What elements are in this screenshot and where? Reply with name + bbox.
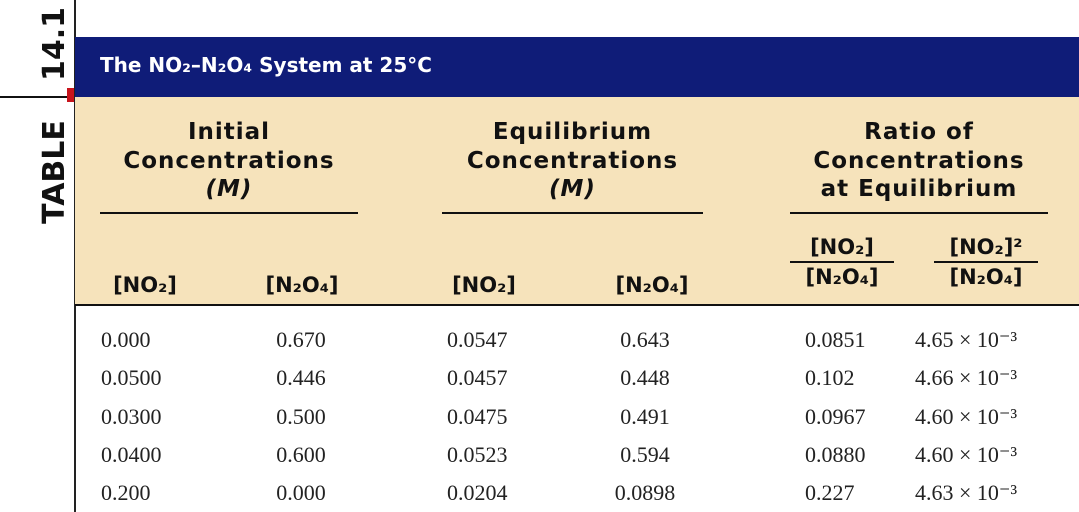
- table-cell: 0.600: [276, 442, 326, 467]
- table-cell: 0.670: [276, 327, 326, 352]
- table-cell: 0.0475: [447, 404, 508, 429]
- table-cell: 0.0851: [805, 327, 866, 352]
- table-cell: 0.500: [276, 404, 326, 429]
- group-header-line: Concentrations: [813, 147, 1025, 174]
- ratio-numerator: [NO₂]: [810, 235, 874, 259]
- table-cell: 0.0547: [447, 327, 508, 352]
- group-underline: [100, 212, 358, 214]
- table-cell: 0.446: [276, 365, 326, 390]
- group-header-line: Concentrations: [123, 147, 335, 174]
- table-cell: 0.0523: [447, 442, 508, 467]
- table-cell: 4.66 × 10⁻³: [915, 365, 1018, 390]
- ratio-numerator: [NO₂]²: [949, 235, 1023, 259]
- group-underline: [790, 212, 1048, 214]
- column-header: [N₂O₄]: [615, 273, 689, 297]
- column-header: [N₂O₄]: [265, 273, 339, 297]
- column-header: [NO₂]: [113, 273, 177, 297]
- table-cell: 0.0204: [447, 480, 508, 505]
- table-cell: 0.491: [620, 404, 670, 429]
- fraction-bar: [934, 261, 1038, 263]
- table-cell: 0.000: [276, 480, 326, 505]
- table-cell: 0.000: [101, 327, 151, 352]
- divider: [0, 96, 75, 98]
- fraction-bar: [790, 261, 894, 263]
- side-label-number: 14.1: [37, 6, 72, 82]
- table-title: The NO₂–N₂O₄ System at 25°C: [100, 53, 432, 77]
- group-header-line: Ratio of: [864, 119, 974, 145]
- table-cell: 0.102: [805, 365, 855, 390]
- ratio-denominator: [N₂O₄]: [805, 264, 879, 289]
- group-header-line: (M): [549, 176, 596, 202]
- group-header: Ratio of Concentrations at Equilibrium: [790, 118, 1048, 204]
- group-header-line: at Equilibrium: [820, 176, 1018, 202]
- table-cell: 0.227: [805, 480, 855, 505]
- group-underline: [442, 212, 703, 214]
- table-cell: 4.60 × 10⁻³: [915, 404, 1018, 429]
- ratio-header: [NO₂] [N₂O₄]: [787, 235, 897, 289]
- table-cell: 0.594: [620, 442, 670, 467]
- group-header-line: Initial: [187, 119, 271, 145]
- side-label: TABLE 14.1: [0, 0, 81, 512]
- group-header: Equilibrium Concentrations (M): [442, 118, 703, 204]
- table-cell: 0.0967: [805, 404, 866, 429]
- table-cell: 0.0400: [101, 442, 162, 467]
- table-cell: 4.63 × 10⁻³: [915, 480, 1018, 505]
- header-bar: [75, 37, 1079, 97]
- ratio-denominator: [N₂O₄]: [949, 264, 1023, 289]
- table-cell: 4.60 × 10⁻³: [915, 442, 1018, 467]
- column-header: [NO₂]: [452, 273, 516, 297]
- group-header-line: Equilibrium: [492, 119, 653, 145]
- table-cell: 0.643: [620, 327, 670, 352]
- table-cell: 0.0457: [447, 365, 508, 390]
- table-cell: 0.200: [101, 480, 151, 505]
- group-header-line: (M): [205, 176, 253, 202]
- header-background: [75, 97, 1079, 305]
- table-cell: 0.0898: [614, 480, 676, 505]
- ratio-header: [NO₂]² [N₂O₄]: [931, 235, 1041, 289]
- table-cell: 0.448: [620, 365, 670, 390]
- header-rule: [75, 304, 1079, 306]
- table-cell: 0.0500: [101, 365, 162, 390]
- table-cell: 4.65 × 10⁻³: [915, 327, 1018, 352]
- group-header-line: Concentrations: [466, 147, 679, 174]
- group-header: Initial Concentrations (M): [100, 118, 358, 204]
- table-cell: 0.0880: [805, 442, 866, 467]
- table-cell: 0.0300: [101, 404, 162, 429]
